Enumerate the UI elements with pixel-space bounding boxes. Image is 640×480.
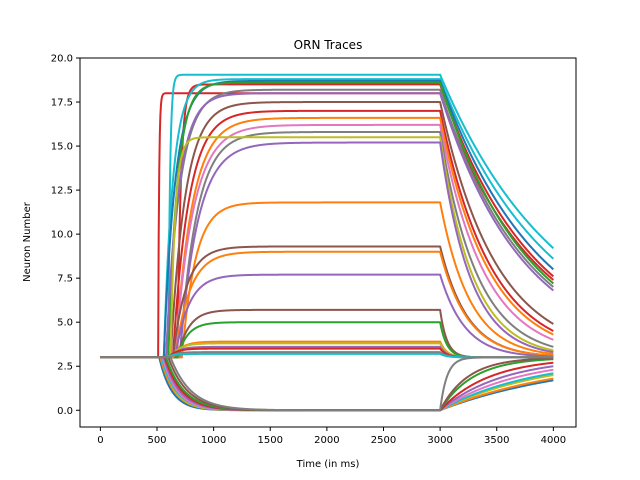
series-line-5 [99,79,555,359]
y-axis: 0.0 2.5 5.0 7.5 10.0 12.5 15.0 17.5 20.0 [51,54,80,417]
x-tick-label: 3500 [484,435,509,446]
y-tick-label: 12.5 [51,186,73,197]
x-axis-label: Time (in ms) [296,459,360,470]
x-tick-label: 0 [97,435,103,446]
series-line-4 [99,78,555,359]
y-tick-label: 0.0 [57,406,73,417]
series-layer [99,73,555,412]
series-line-10 [99,109,554,359]
y-tick-label: 5.0 [57,318,73,329]
y-tick-label: 17.5 [51,98,73,109]
series-line-9 [99,101,554,359]
x-tick-label: 500 [147,435,166,446]
x-tick-label: 1500 [258,435,283,446]
plot-frame [79,57,577,428]
x-tick-label: 4000 [541,435,566,446]
y-tick-label: 7.5 [57,274,73,285]
series-line-14 [99,136,554,359]
y-tick-label: 2.5 [57,362,73,373]
y-tick-label: 10.0 [51,230,73,241]
y-tick-label: 20.0 [51,54,73,65]
x-tick-label: 1000 [201,435,226,446]
series-line-2 [99,73,555,359]
y-tick-label: 15.0 [51,142,73,153]
series-line-37 [99,356,554,412]
x-tick-label: 2500 [371,435,396,446]
y-axis-label: Neuron Number [22,201,33,282]
x-tick-label: 3000 [427,435,452,446]
chart-title: ORN Traces [294,38,363,52]
x-tick-label: 2000 [314,435,339,446]
x-axis: 0 500 1000 1500 2000 2500 3000 3500 4000 [97,427,566,446]
